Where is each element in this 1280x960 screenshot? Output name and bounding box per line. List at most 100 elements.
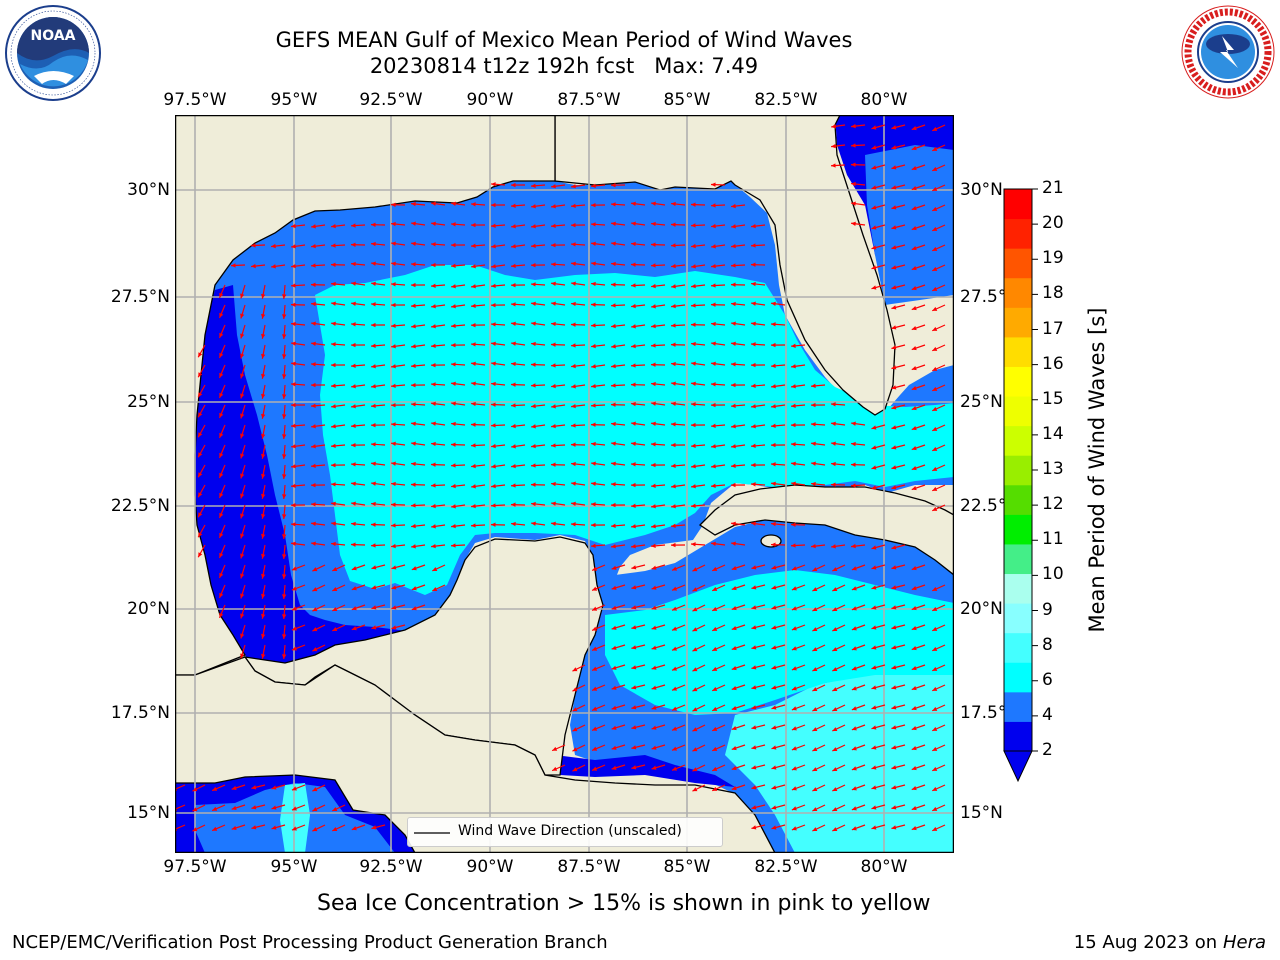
wind-wave-arrowhead [371, 302, 376, 307]
wind-wave-arrowhead [511, 341, 516, 346]
wind-wave-arrowhead [451, 442, 456, 447]
wind-wave-arrowhead [651, 401, 656, 406]
wind-wave-arrowhead [571, 343, 576, 348]
wind-wave-arrowhead [791, 343, 796, 348]
wind-wave-arrowhead [592, 586, 598, 591]
wind-wave-arrowhead [691, 322, 696, 327]
wind-wave-arrowhead [451, 263, 456, 268]
wind-wave-arrowhead [282, 574, 287, 579]
wind-wave-arrowhead [851, 123, 856, 129]
wind-wave-arrowhead [251, 263, 256, 269]
wind-wave-arrowhead [871, 565, 877, 570]
wind-wave-arrowhead [671, 342, 676, 347]
wind-wave-arrowhead [771, 404, 776, 409]
wind-wave-arrowhead [531, 301, 536, 306]
wind-wave-arrowhead [351, 242, 356, 247]
wind-wave-arrowhead [611, 363, 616, 369]
wind-wave-arrowhead [812, 607, 818, 612]
wind-wave-arrowhead [791, 726, 797, 731]
wind-wave-arrowhead [671, 504, 676, 509]
wind-wave-arrowhead [261, 353, 266, 359]
colorbar-extend-arrow [1003, 750, 1033, 783]
wind-wave-arrowhead [491, 322, 496, 327]
wind-wave-arrowhead [731, 665, 737, 671]
wind-wave-arrowhead [391, 344, 396, 349]
wind-wave-arrowhead [691, 503, 696, 508]
wind-wave-arrowhead [911, 486, 917, 491]
wind-wave-arrowhead [771, 481, 776, 486]
wind-wave-arrowhead [531, 224, 536, 229]
colorbar-segment [1004, 484, 1032, 515]
wind-wave-arrowhead [651, 221, 656, 227]
wind-wave-arrowhead [911, 586, 917, 591]
wind-wave-arrowhead [331, 342, 336, 347]
wind-wave-arrowhead [531, 183, 536, 188]
wind-wave-arrowhead [731, 705, 737, 711]
wind-wave-arrowhead [198, 372, 203, 378]
wind-wave-arrowhead [812, 767, 818, 772]
wind-wave-arrowhead [871, 705, 877, 710]
wind-wave-arrowhead [240, 553, 245, 559]
wind-wave-arrowhead [771, 384, 776, 389]
wind-wave-arrowhead [891, 805, 897, 810]
wind-wave-arrowhead [751, 585, 757, 590]
wind-wave-arrowhead [711, 402, 716, 408]
wind-wave-arrowhead [351, 223, 356, 228]
wind-wave-arrowhead [671, 284, 676, 289]
wind-wave-arrowhead [751, 705, 757, 710]
wind-wave-arrowhead [511, 263, 516, 269]
wind-wave-arrowhead [331, 383, 336, 388]
wind-wave-arrowhead [311, 382, 316, 388]
wind-wave-arrowhead [651, 625, 657, 630]
wind-wave-arrowhead [591, 422, 596, 427]
wind-wave-arrowhead [851, 462, 856, 467]
wind-wave-arrowhead [291, 321, 296, 327]
wind-wave-arrowhead [531, 204, 536, 209]
wind-wave-arrowhead [631, 503, 636, 508]
wind-wave-arrowhead [291, 806, 297, 811]
wind-wave-arrowhead [219, 332, 224, 338]
wind-wave-arrowhead [791, 626, 797, 631]
wind-wave-arrowhead [711, 302, 716, 307]
lat-label: 30°N [127, 180, 170, 200]
wind-wave-arrowhead [511, 302, 516, 307]
wind-wave-arrowhead [832, 687, 838, 692]
wind-wave-arrowhead [871, 425, 877, 430]
wind-wave-arrowhead [671, 442, 676, 448]
wind-wave-arrowhead [552, 746, 558, 751]
wind-wave-arrowhead [911, 126, 917, 131]
wind-wave-arrowhead [631, 585, 637, 590]
wind-wave-arrowhead [891, 265, 897, 270]
wind-wave-arrowhead [691, 223, 696, 228]
wind-wave-arrowhead [531, 282, 536, 287]
wind-wave-arrowhead [471, 222, 476, 228]
lon-label: 87.5°W [557, 90, 621, 110]
wind-wave-arrowhead [891, 285, 897, 290]
wind-wave-arrowhead [871, 605, 877, 610]
wind-wave-arrowhead [491, 302, 496, 308]
wind-wave-arrowhead [751, 765, 757, 770]
wind-wave-arrowhead [811, 543, 816, 549]
wind-wave-arrowhead [592, 666, 598, 671]
wind-wave-arrowhead [771, 342, 776, 348]
wind-wave-arrowhead [192, 787, 198, 792]
wind-wave-arrowhead [751, 281, 756, 287]
wind-wave-arrowhead [891, 485, 897, 490]
wind-wave-arrowhead [811, 422, 816, 427]
wind-wave-arrowhead [591, 502, 596, 507]
wind-wave-arrowhead [552, 766, 558, 771]
wind-wave-arrowhead [572, 667, 578, 672]
wind-wave-arrowhead [731, 282, 736, 287]
wind-wave-arrowhead [672, 766, 678, 771]
wind-wave-arrowhead [691, 402, 696, 407]
colorbar-tick-label: 21 [1042, 178, 1064, 198]
wind-wave-arrowhead [451, 362, 456, 367]
wind-wave-arrowhead [891, 145, 897, 150]
wind-wave-arrowhead [631, 725, 637, 730]
wind-wave-arrowhead [731, 765, 737, 771]
wind-wave-arrowhead [212, 786, 218, 791]
wind-wave-arrowhead [371, 281, 376, 286]
colorbar-segment [1004, 189, 1032, 220]
wind-wave-arrowhead [751, 521, 756, 526]
wind-wave-arrowhead [631, 705, 637, 710]
